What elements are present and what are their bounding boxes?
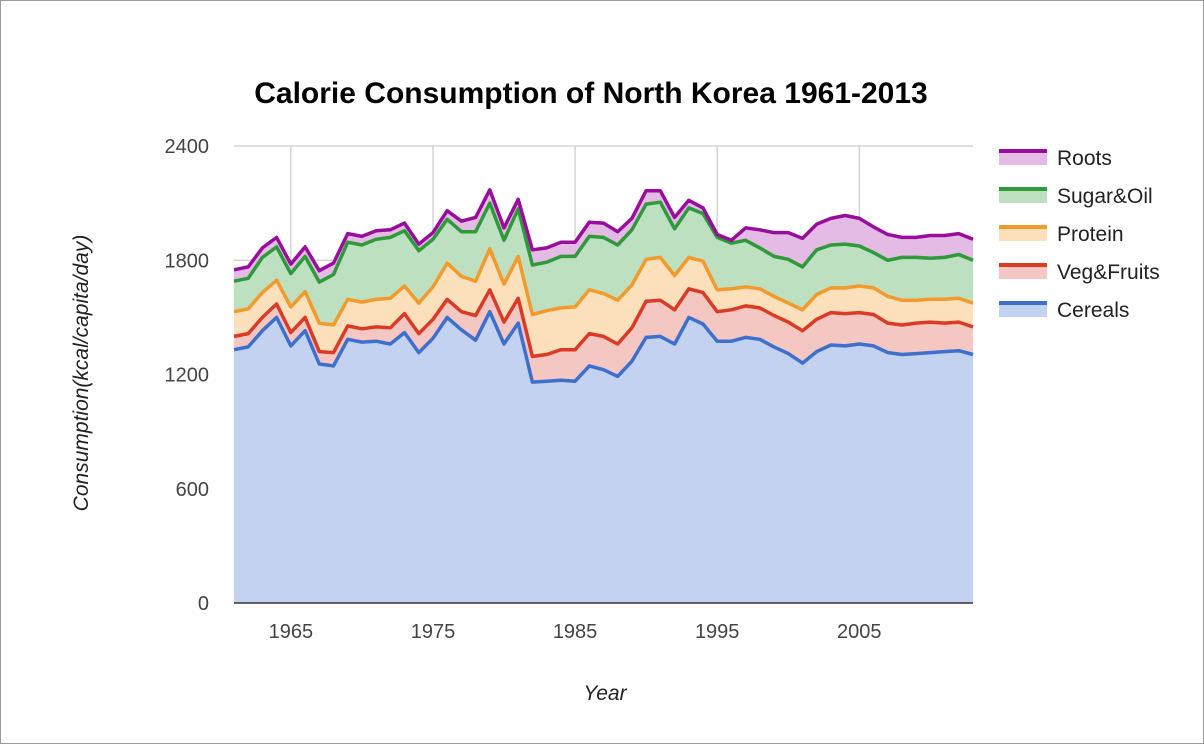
x-tick-label: 1995 bbox=[695, 621, 740, 643]
line-veg-fruits bbox=[233, 287, 974, 359]
y-tick-label: 1200 bbox=[165, 365, 210, 387]
legend-swatch bbox=[999, 227, 1047, 241]
legend-label: Sugar&Oil bbox=[1057, 185, 1153, 208]
area-cereals bbox=[234, 311, 973, 603]
legend-swatch bbox=[999, 265, 1047, 279]
series-lines bbox=[233, 188, 974, 384]
area-veg-fruits bbox=[234, 288, 973, 383]
legend-swatch bbox=[999, 151, 1047, 165]
line-roots bbox=[233, 188, 974, 273]
y-tick-label: 0 bbox=[198, 593, 209, 615]
line-sugar-oil bbox=[233, 200, 974, 284]
legend-label: Roots bbox=[1057, 147, 1112, 170]
legend-swatch bbox=[999, 189, 1047, 203]
x-axis-label: Year bbox=[583, 682, 627, 705]
legend-label: Cereals bbox=[1057, 299, 1129, 322]
x-tick-label: 1965 bbox=[269, 621, 314, 643]
x-tick-label: 1975 bbox=[411, 621, 456, 643]
y-tick-label: 2400 bbox=[165, 136, 210, 158]
legend: Roots Sugar&Oil Protein Veg&Fruits Cereals bbox=[999, 147, 1160, 322]
y-tick-label: 1800 bbox=[165, 250, 210, 272]
legend-item: Veg&Fruits bbox=[999, 261, 1160, 284]
legend-swatch bbox=[999, 303, 1047, 317]
x-axis-ticks: 1965 1975 1985 1995 2005 bbox=[269, 621, 882, 643]
line-protein bbox=[233, 247, 974, 327]
line-cereals bbox=[233, 309, 974, 384]
legend-item: Cereals bbox=[999, 299, 1129, 322]
chart-title: Calorie Consumption of North Korea 1961-… bbox=[254, 77, 927, 110]
y-axis-ticks: 0 600 1200 1800 2400 bbox=[165, 136, 210, 615]
y-tick-label: 600 bbox=[176, 479, 209, 501]
x-tick-label: 1985 bbox=[553, 621, 598, 643]
y-axis-label: Consumption(kcal/capita/day) bbox=[70, 235, 93, 512]
legend-label: Protein bbox=[1057, 223, 1124, 246]
legend-item: Sugar&Oil bbox=[999, 185, 1153, 208]
area-protein bbox=[234, 248, 973, 357]
legend-label: Veg&Fruits bbox=[1057, 261, 1160, 284]
area-sugar-oil bbox=[234, 202, 973, 325]
legend-item: Protein bbox=[999, 223, 1124, 246]
legend-item: Roots bbox=[999, 147, 1112, 170]
x-tick-label: 2005 bbox=[837, 621, 882, 643]
